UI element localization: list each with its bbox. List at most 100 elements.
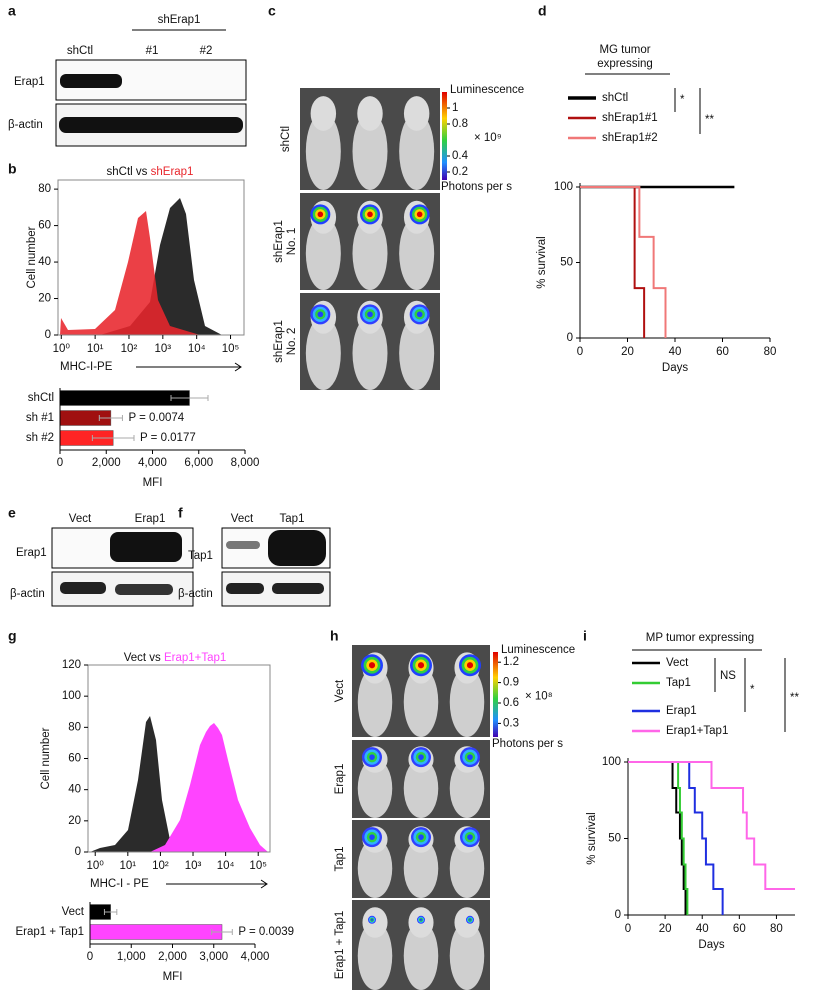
y-tick-label: 0 (615, 909, 621, 921)
signal (317, 311, 324, 318)
x-tick-label: 6,000 (184, 457, 213, 469)
category-label: sh #2 (26, 432, 54, 444)
row-label: shErap1 (273, 220, 285, 263)
group-label: shErap1 (158, 14, 201, 26)
axis-label: MHC-I-PE (60, 361, 113, 373)
row-label: shErap1 (273, 320, 285, 363)
panel-letter: i (583, 628, 587, 644)
y-tick-label: 80 (68, 721, 81, 733)
lane-label: shCtl (67, 45, 93, 57)
y-tick-label: 100 (554, 181, 573, 193)
row-label: shCtl (280, 126, 292, 152)
y-tick-label: 100 (62, 690, 81, 702)
category-label: Erap1 + Tap1 (15, 926, 84, 938)
significance: ** (790, 692, 799, 704)
title-part: Vect vs (124, 652, 164, 664)
significance: * (680, 94, 685, 106)
signal (416, 311, 423, 318)
p-value: P = 0.0074 (128, 412, 184, 424)
survival-curve (628, 761, 689, 915)
legend-label: shErap1#1 (602, 112, 658, 124)
x-tick-label: 20 (659, 923, 672, 935)
axis-label: % survival (586, 812, 598, 864)
band (59, 117, 243, 133)
y-tick-label: 0 (567, 332, 573, 344)
y-tick-label: 40 (68, 784, 81, 796)
panel-title: Vect vs Erap1+Tap1 (124, 652, 227, 664)
mouse (362, 907, 388, 938)
x-tick-label: 10² (152, 860, 169, 872)
mouse (403, 667, 439, 737)
colorbar-multiplier: × 10⁹ (474, 132, 502, 144)
x-tick-label: 3,000 (199, 951, 228, 963)
panel-title: expressing (597, 58, 653, 70)
signal (369, 834, 375, 840)
row-label: Vect (334, 679, 346, 702)
x-tick-label: 0 (57, 457, 63, 469)
mouse (357, 758, 393, 818)
bar (59, 390, 190, 406)
x-tick-label: 2,000 (92, 457, 121, 469)
y-tick-label: 60 (38, 220, 51, 232)
panel-letter: h (330, 628, 339, 644)
signal (467, 834, 473, 840)
axis-label: % survival (536, 236, 548, 288)
histogram (150, 723, 268, 852)
lane-label: Erap1 (135, 513, 166, 525)
lane-label: Tap1 (280, 513, 305, 525)
blot-label: β-actin (8, 119, 43, 131)
colorbar-tick-label: 0.6 (503, 697, 519, 709)
x-tick-label: 0 (87, 951, 93, 963)
signal (416, 211, 423, 218)
signal (417, 662, 425, 669)
survival-curve (628, 761, 795, 890)
colorbar (442, 92, 447, 180)
x-tick-label: 10¹ (120, 860, 137, 872)
colorbar-tick-label: 0.9 (503, 677, 519, 689)
lane-label: Vect (231, 513, 254, 525)
mouse (305, 316, 341, 391)
colorbar-tick-label: 0.8 (452, 118, 468, 130)
panel-letter: e (8, 505, 16, 521)
axis-label: Cell number (26, 226, 38, 288)
axis-label: MFI (163, 971, 183, 983)
row-label: Erap1 (334, 764, 346, 795)
x-tick-label: 20 (621, 346, 634, 358)
row-label: Erap1 + Tap1 (334, 911, 346, 980)
signal (367, 311, 373, 318)
panel-title: shCtl vs shErap1 (107, 166, 194, 178)
signal (419, 918, 423, 921)
colorbar-tick-label: 1 (452, 102, 458, 114)
signal (467, 754, 473, 760)
x-tick-label: 8,000 (231, 457, 260, 469)
signal (370, 918, 374, 921)
mouse (449, 838, 485, 898)
band (268, 530, 326, 566)
colorbar (493, 652, 498, 737)
p-value: P = 0.0039 (238, 926, 294, 938)
band (115, 584, 173, 595)
y-tick-label: 120 (62, 659, 81, 671)
signal (368, 662, 376, 669)
legend-label: Vect (666, 657, 689, 669)
significance: NS (720, 670, 736, 682)
band (226, 583, 264, 594)
signal (468, 918, 472, 921)
colorbar-multiplier: × 10⁸ (525, 691, 553, 703)
blot-label: β-actin (10, 588, 45, 600)
mouse (403, 838, 439, 898)
axis-label: MHC-I - PE (90, 878, 149, 890)
y-tick-label: 0 (45, 329, 51, 341)
panel-letter: g (8, 628, 17, 644)
mouse (352, 316, 388, 391)
histogram (60, 211, 200, 335)
mouse (352, 216, 388, 290)
mouse (352, 112, 388, 190)
plot-frame (57, 179, 245, 336)
x-tick-label: 80 (764, 346, 777, 358)
axes (579, 183, 770, 339)
blot-label: Erap1 (14, 76, 45, 88)
x-tick-label: 60 (733, 923, 746, 935)
